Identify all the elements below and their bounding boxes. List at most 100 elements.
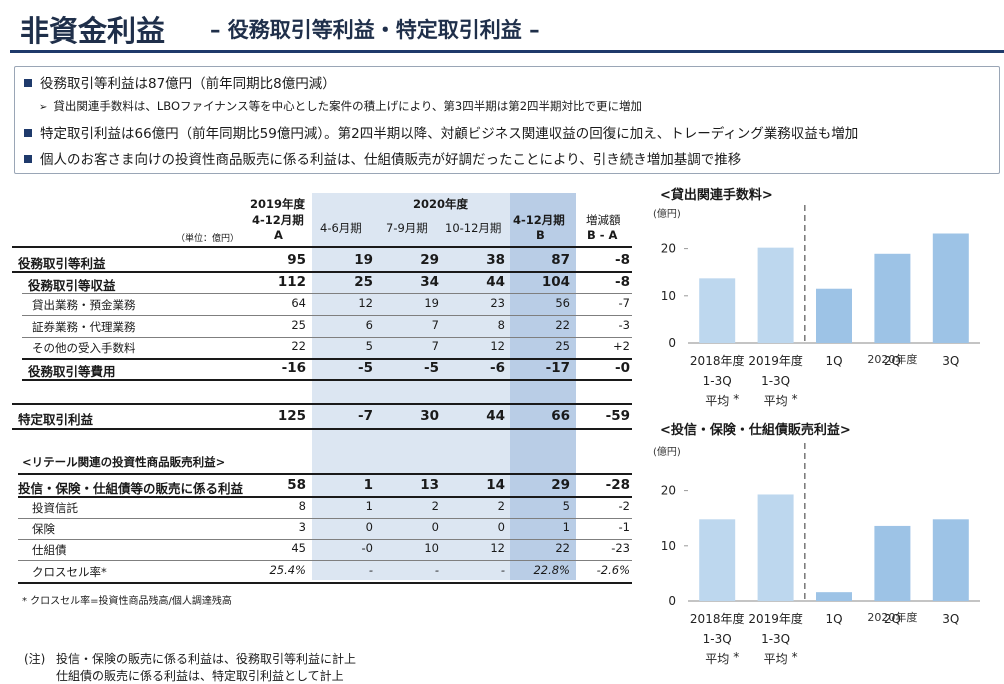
table-cell-q1: 5 [365, 339, 373, 353]
table-cell-d: -28 [605, 477, 630, 493]
table-cell-b: 5 [562, 499, 570, 513]
table-cell-d: -8 [615, 274, 630, 290]
x-tick-label: 1-3Q [703, 374, 732, 388]
table-row-label: 証券業務・代理業務 [32, 320, 136, 334]
square-bullet-icon [24, 79, 32, 87]
y-tick-label: 0 [668, 594, 676, 608]
table-cell-d: -3 [618, 318, 630, 332]
investment-sales-chart: (億円) 0 10 20 2018年度 1-3Q 平均 * 2019年度 1-3Q 平均 * 1Q 2Q 3… [653, 443, 980, 666]
x-tick-label: 1Q [825, 612, 842, 626]
bar-4 [874, 525, 911, 601]
table-cell-d: -2.6% [596, 563, 630, 577]
table-cell-q3: 8 [497, 318, 505, 332]
x-tick-label: 3Q [942, 612, 959, 626]
header-2019-year: 2019年度 [250, 197, 306, 211]
asterisk-mark: * [792, 650, 798, 664]
table-cell-b: 22.8% [533, 563, 570, 577]
group-label-2020: 2020年度 [867, 352, 917, 366]
table-cell-q1: -7 [358, 408, 373, 424]
table-row-rule [12, 271, 632, 273]
table-cell-b: 87 [551, 252, 570, 268]
table-cell-q1: 1 [363, 477, 373, 493]
bar-5 [932, 519, 969, 601]
bar-2 [757, 494, 794, 601]
table-cell-b: 66 [551, 408, 570, 424]
table-cell-q2: 29 [420, 252, 439, 268]
asterisk-mark: * [733, 650, 739, 664]
group-label-2020: 2020年度 [867, 610, 917, 624]
table-row-rule [18, 560, 632, 561]
column-shade-total [510, 193, 576, 580]
x-tick-label: 平均 [705, 652, 729, 666]
table-cell-d: -7 [618, 296, 630, 310]
table-rule-tokutei-top [12, 403, 632, 405]
table-cell-q3: 2 [497, 499, 505, 513]
table-cell-q3: -6 [490, 360, 505, 376]
table-cell-q1: -0 [361, 541, 373, 555]
summary-sub-bullet: ➢ 貸出関連手数料は、LBOファイナンス等を中心とした案件の積上げにより、第3四半… [39, 98, 642, 114]
summary-bullet-text: 役務取引等利益は87億円（前年同期比8億円減） [40, 76, 336, 92]
table-row-label: その他の受入手数料 [32, 341, 136, 355]
table-row-rule [18, 539, 632, 540]
table-row-rule [18, 518, 632, 519]
table-rule-tokutei-bottom [12, 428, 632, 430]
table-row-label: 投資信託 [32, 501, 78, 515]
table-cell-q2: 2 [431, 499, 439, 513]
y-tick-label: 0 [668, 336, 676, 350]
table-cell-q2: 30 [420, 408, 439, 424]
summary-bullet-3: 個人のお客さま向けの投資性商品販売に係る利益は、仕組債販売が好調だったことにより… [24, 148, 741, 168]
header-q1: 4-6月期 [320, 221, 362, 235]
table-cell-q3: 14 [486, 477, 505, 493]
bar-2 [757, 247, 794, 343]
x-tick-label: 2019年度 [748, 353, 803, 368]
x-tick-label: 2Q [884, 612, 901, 626]
table-row-rule [22, 293, 632, 294]
table-cell-q3: 38 [486, 252, 505, 268]
header-diff: 増減額 [586, 213, 621, 227]
y-axis-unit: (億円) [653, 207, 681, 220]
bar-3 [816, 592, 852, 601]
x-tick-label: 1-3Q [761, 632, 790, 646]
x-tick-label: 2018年度 [690, 611, 745, 626]
y-tick-label: 20 [661, 484, 676, 498]
table-row-label: クロスセル率* [32, 565, 107, 579]
summary-bullet-1: 役務取引等利益は87億円（前年同期比8億円減） [24, 72, 336, 92]
table-cell-a: 3 [298, 520, 306, 534]
table-row-label: 仕組債 [32, 543, 67, 557]
table-cell-b: 22 [555, 541, 570, 555]
summary-bullet-2: 特定取引利益は66億円（前年同期比59億円減）。第2四半期以降、対顧ビジネス関連… [24, 122, 858, 142]
x-tick-label: 平均 [764, 394, 788, 408]
table-cell-b: -17 [545, 360, 570, 376]
table-cell-d: -1 [618, 520, 630, 534]
x-tick-label: 2Q [884, 354, 901, 368]
table-cell-a: 8 [298, 499, 306, 513]
footnote-line-1: 投信・保険の販売に係る利益は、役務取引等利益に計上 [56, 652, 357, 666]
table-cell-q2: 0 [431, 520, 439, 534]
bar-1 [699, 519, 736, 601]
table-cell-a: 25 [291, 318, 306, 332]
header-2019-label: A [274, 228, 283, 242]
table-cell-d: -59 [605, 408, 630, 424]
x-tick-label: 1Q [825, 354, 842, 368]
cross-sell-note: * クロスセル率=投資性商品残高/個人調達残高 [22, 596, 232, 607]
table-cell-d: -0 [615, 360, 630, 376]
x-tick-label: 1-3Q [703, 632, 732, 646]
table-cell-a: 45 [291, 541, 306, 555]
asterisk-mark: * [733, 392, 739, 406]
table-cell-d: -8 [615, 252, 630, 268]
table-row-label: 役務取引等費用 [28, 364, 116, 379]
summary-bullet-text: 特定取引利益は66億円（前年同期比59億円減）。第2四半期以降、対顧ビジネス関連… [40, 126, 859, 142]
header-2019-period: 4-12月期 [252, 213, 304, 227]
header-2020-period: 4-12月期 [513, 213, 565, 227]
table-cell-q3: 23 [490, 296, 505, 310]
table-cell-q3: - [500, 563, 505, 577]
table-row-rule [22, 358, 632, 360]
table-row-label: 役務取引等収益 [28, 278, 116, 293]
table-cell-q2: -5 [424, 360, 439, 376]
square-bullet-icon [24, 155, 32, 163]
summary-box: 役務取引等利益は87億円（前年同期比8億円減） ➢ 貸出関連手数料は、LBOファイ… [14, 66, 1000, 174]
table-cell-b: 104 [541, 274, 570, 290]
x-tick-label: 2018年度 [690, 353, 745, 368]
table-cell-q1: - [368, 563, 373, 577]
footnote-prefix: (注) [24, 652, 46, 666]
